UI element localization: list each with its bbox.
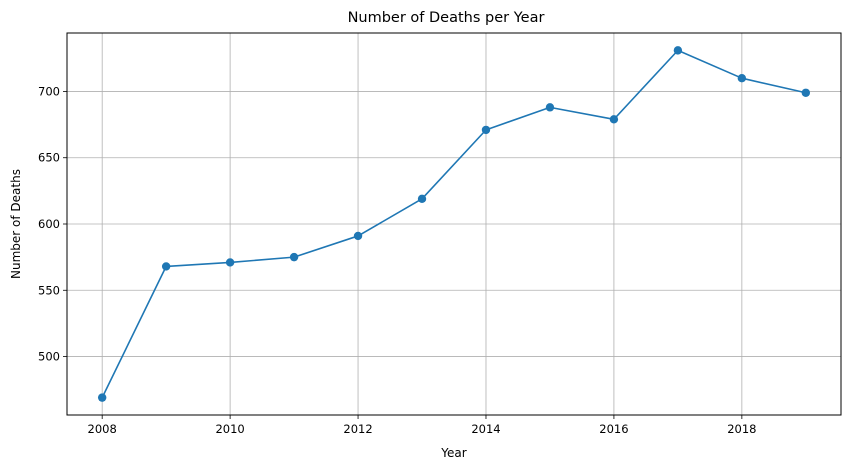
data-point [289,252,299,262]
data-point [353,231,363,241]
x-axis-label: Year [440,446,466,460]
series [97,46,811,402]
x-tick-label: 2010 [215,422,244,436]
x-tick-label: 2016 [599,422,628,436]
data-point [481,125,491,135]
data-point [417,194,427,204]
data-point [545,103,555,112]
data-point [161,262,171,271]
data-point [225,258,235,267]
data-point [609,115,619,124]
data-point [673,46,683,55]
grid [67,33,841,415]
x-tick-label: 2018 [727,422,756,436]
axis-ticks: 2008 2010 2012 2014 2016 2018 500 550 600 650 700 [38,84,756,436]
y-tick-label: 550 [38,283,60,297]
x-tick-label: 2012 [343,422,372,436]
y-tick-label: 600 [38,217,60,231]
y-tick-label: 500 [38,350,60,364]
chart-title: Number of Deaths per Year [348,10,545,26]
series-line [101,49,806,398]
x-tick-label: 2008 [88,422,117,436]
data-point [737,73,747,83]
data-point [801,88,811,97]
x-tick-label: 2014 [471,422,500,436]
data-point [97,393,107,402]
y-tick-label: 650 [38,151,60,165]
y-tick-label: 700 [38,84,60,98]
y-axis-label: Number of Deaths [9,169,23,279]
